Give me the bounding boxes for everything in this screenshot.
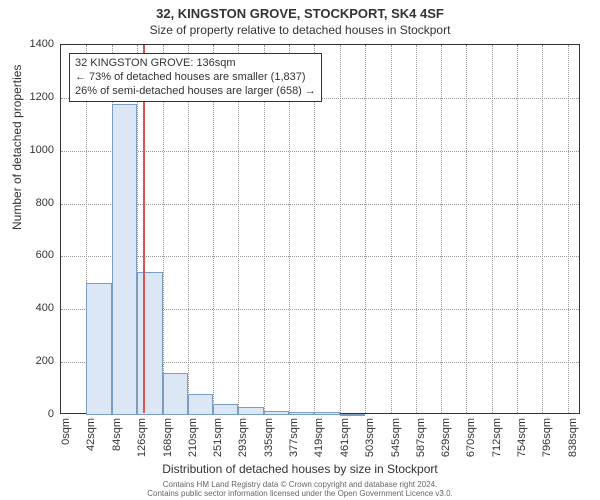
- plot-area: 32 KINGSTON GROVE: 136sqm← 73% of detach…: [60, 44, 580, 414]
- y-tick-labels: 0200400600800100012001400: [0, 44, 58, 414]
- y-tick: 400: [36, 302, 54, 314]
- x-tick: 126sqm: [136, 418, 148, 457]
- gridline-v: [568, 45, 569, 413]
- x-axis-label: Distribution of detached houses by size …: [0, 462, 600, 476]
- x-tick: 712sqm: [491, 418, 503, 457]
- histogram-bar: [238, 407, 263, 415]
- gridline-v: [542, 45, 543, 413]
- x-tick: 461sqm: [339, 418, 351, 457]
- x-tick: 84sqm: [111, 418, 123, 451]
- x-tick: 0sqm: [60, 418, 72, 445]
- x-tick: 545sqm: [390, 418, 402, 457]
- x-tick: 251sqm: [212, 418, 224, 457]
- gridline-v: [340, 45, 341, 413]
- gridline-v: [466, 45, 467, 413]
- info-box: 32 KINGSTON GROVE: 136sqm← 73% of detach…: [69, 53, 322, 102]
- x-tick: 587sqm: [415, 418, 427, 457]
- x-tick: 503sqm: [364, 418, 376, 457]
- plot-region: 32 KINGSTON GROVE: 136sqm← 73% of detach…: [60, 44, 580, 414]
- histogram-bar: [112, 104, 137, 415]
- gridline-h: [61, 256, 579, 257]
- x-tick: 168sqm: [162, 418, 174, 457]
- info-box-line: 26% of semi-detached houses are larger (…: [75, 85, 316, 99]
- y-tick: 800: [36, 197, 54, 209]
- gridline-h: [61, 204, 579, 205]
- gridline-v: [365, 45, 366, 413]
- x-tick-labels: 0sqm 42sqm 84sqm 126sqm 168sqm 210sqm 251sqm 29…: [60, 416, 580, 466]
- y-tick: 1200: [30, 91, 54, 103]
- footer-line-2: Contains public sector information licen…: [0, 489, 600, 498]
- histogram-bar: [137, 272, 162, 415]
- gridline-v: [391, 45, 392, 413]
- attribution-footer: Contains HM Land Registry data © Crown c…: [0, 480, 600, 498]
- chart-subtitle: Size of property relative to detached ho…: [0, 21, 600, 37]
- x-tick: 42sqm: [85, 418, 97, 451]
- gridline-h: [61, 151, 579, 152]
- y-tick: 0: [48, 408, 54, 420]
- histogram-bar: [163, 373, 188, 415]
- info-box-line: 32 KINGSTON GROVE: 136sqm: [75, 57, 316, 71]
- chart-title: 32, KINGSTON GROVE, STOCKPORT, SK4 4SF: [0, 0, 600, 21]
- y-tick: 200: [36, 355, 54, 367]
- histogram-bar: [188, 394, 213, 415]
- x-tick: 293sqm: [237, 418, 249, 457]
- y-tick: 600: [36, 249, 54, 261]
- x-tick: 629sqm: [440, 418, 452, 457]
- histogram-bar: [213, 404, 238, 415]
- histogram-bar: [86, 283, 111, 415]
- gridline-v: [492, 45, 493, 413]
- x-tick: 754sqm: [516, 418, 528, 457]
- x-tick: 838sqm: [567, 418, 579, 457]
- x-tick: 796sqm: [541, 418, 553, 457]
- histogram-bar: [314, 412, 339, 415]
- histogram-bar: [289, 412, 314, 415]
- x-tick: 419sqm: [313, 418, 325, 457]
- histogram-bar: [264, 411, 289, 415]
- x-tick: 335sqm: [263, 418, 275, 457]
- x-tick: 377sqm: [288, 418, 300, 457]
- footer-line-1: Contains HM Land Registry data © Crown c…: [0, 480, 600, 489]
- y-tick: 1400: [30, 38, 54, 50]
- gridline-v: [441, 45, 442, 413]
- x-tick: 210sqm: [187, 418, 199, 457]
- gridline-v: [517, 45, 518, 413]
- chart-container: 32, KINGSTON GROVE, STOCKPORT, SK4 4SF S…: [0, 0, 600, 500]
- x-tick: 670sqm: [465, 418, 477, 457]
- y-tick: 1000: [30, 144, 54, 156]
- info-box-line: ← 73% of detached houses are smaller (1,…: [75, 71, 316, 85]
- gridline-v: [416, 45, 417, 413]
